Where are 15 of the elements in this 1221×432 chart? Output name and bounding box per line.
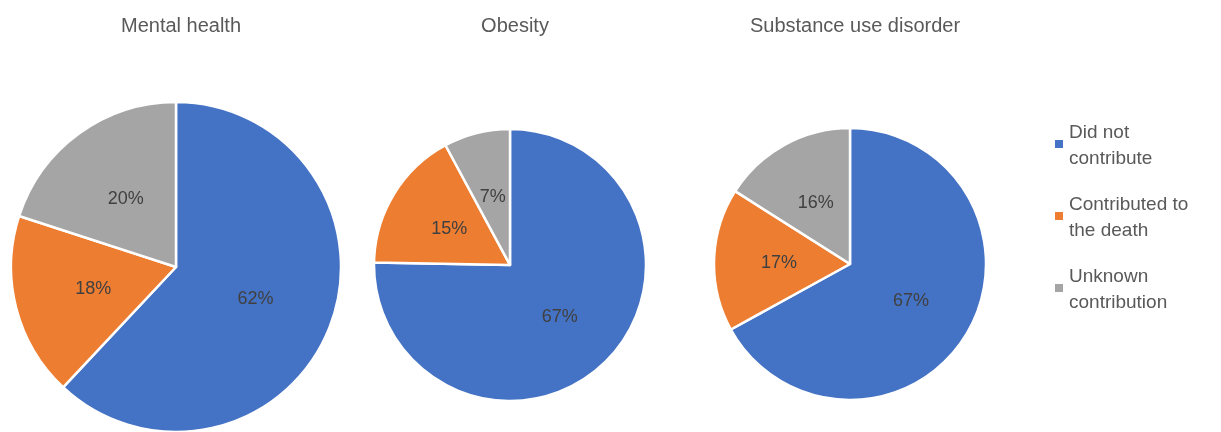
data-label: 16% (797, 191, 834, 212)
data-label: 17% (761, 251, 798, 272)
chart-title: Obesity (481, 14, 549, 36)
chart-title: Substance use disorder (749, 14, 961, 36)
legend-label: Contributed to the death (1069, 192, 1194, 240)
data-label: 15% (431, 218, 468, 239)
data-label: 62% (237, 288, 274, 309)
data-label: 67% (893, 290, 930, 311)
data-label: 20% (107, 187, 144, 208)
data-label: 67% (541, 305, 578, 326)
data-label: 7% (479, 186, 506, 207)
data-label: 18% (75, 278, 112, 299)
legend-label: Unknown contribution (1069, 264, 1168, 312)
chart-title: Mental health (120, 14, 242, 36)
legend-label: Did not contribute (1069, 120, 1153, 168)
